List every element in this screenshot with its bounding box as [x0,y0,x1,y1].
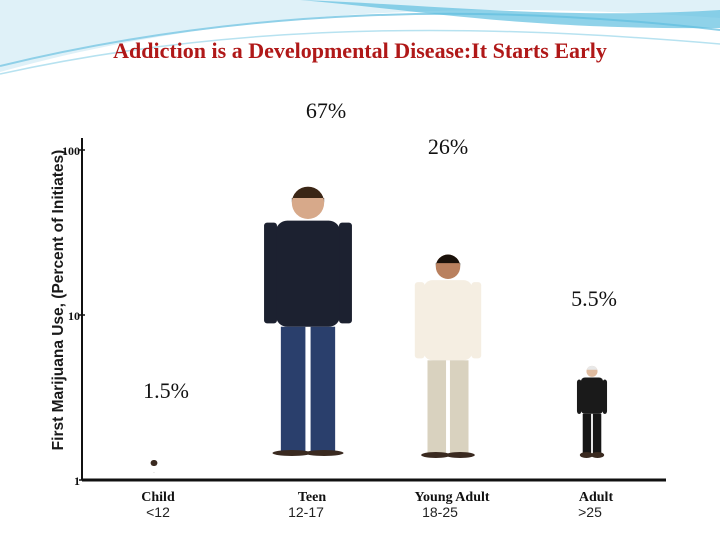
x-category-label: Teen [298,490,326,505]
teen-figure [264,186,352,456]
y-tick-label: 10 [68,309,80,323]
plot-background [72,128,678,520]
y-tick-label: 100 [62,144,80,158]
data-label-young-adult: 26% [427,134,469,159]
data-label-child: 1.5% [143,378,189,403]
data-label-adult: 5.5% [571,286,617,311]
x-category-label: Child [141,490,175,505]
adult-figure [576,365,608,458]
age-range-label: >25 [578,504,602,520]
child-figure [150,460,158,473]
age-range-label: 12-17 [288,504,324,520]
young-adult-figure [414,254,482,458]
y-tick-label: 1 [74,474,80,488]
slide-title: Addiction is a Developmental Disease:It … [113,38,607,63]
x-category-label: Young Adult [414,490,489,505]
x-category-label: Adult [579,490,614,505]
header-swoosh-decoration [0,0,720,75]
data-label-teen: 67% [305,98,347,123]
age-range-label: 18-25 [422,504,458,520]
age-range-label: <12 [146,504,170,520]
